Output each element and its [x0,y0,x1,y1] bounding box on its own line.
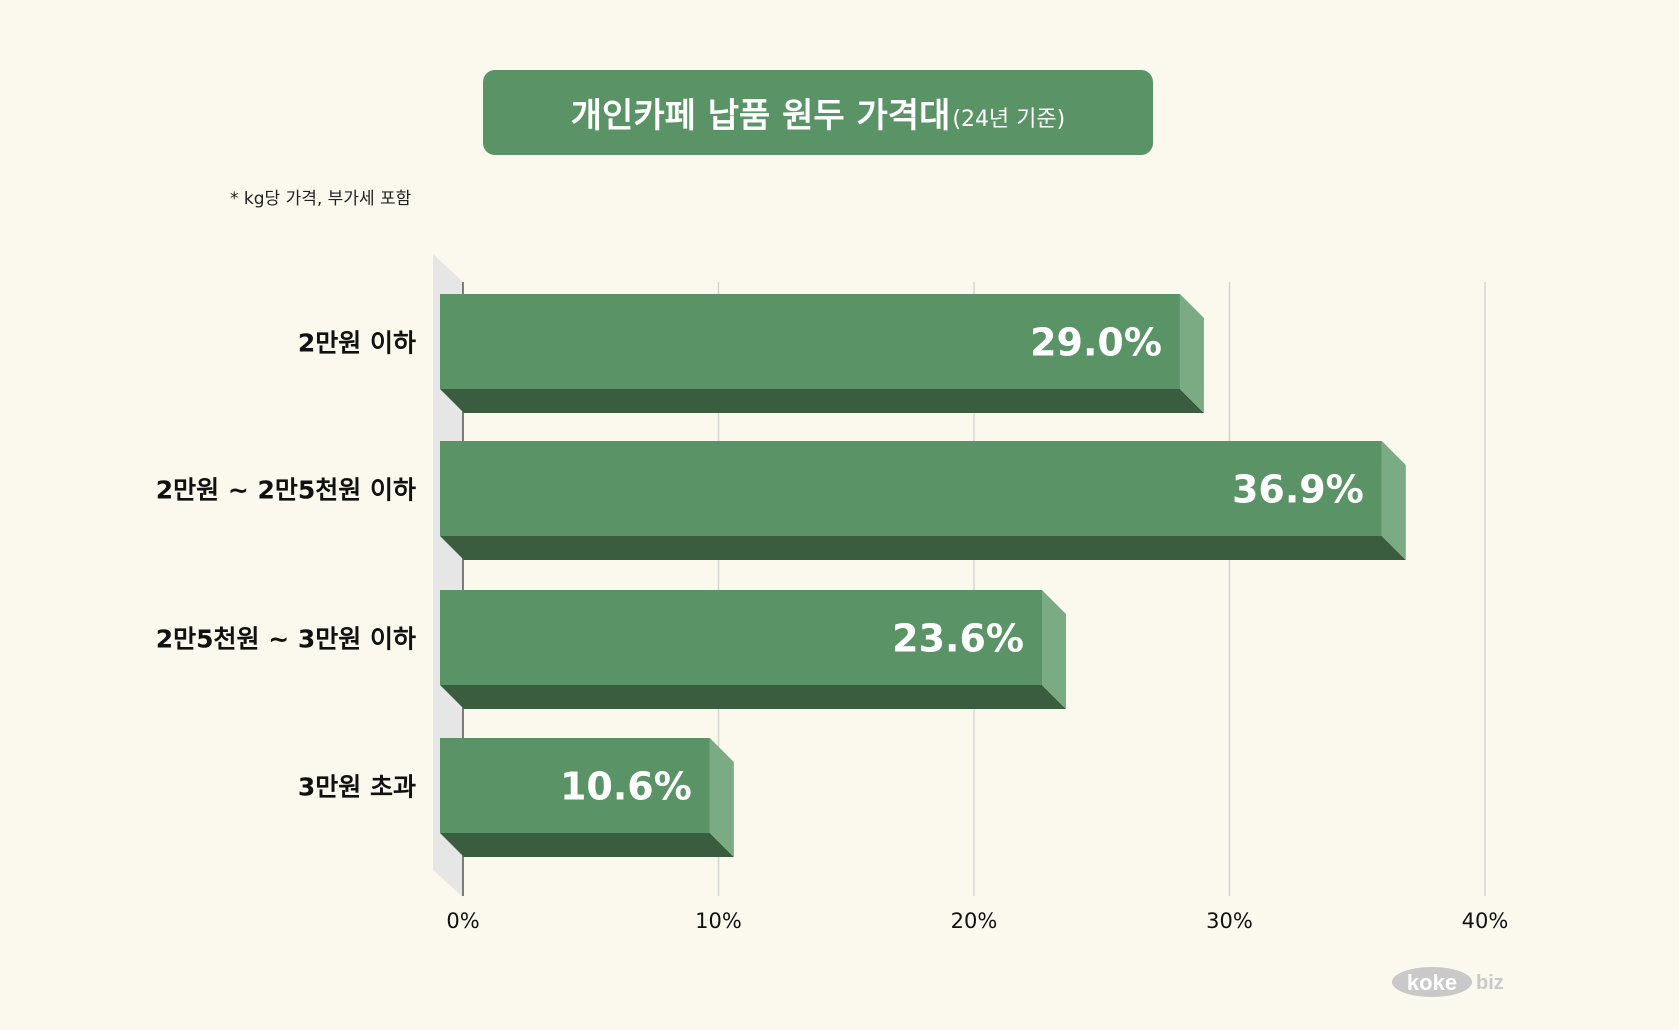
bar-side-face [1179,294,1204,413]
chart-note: * kg당 가격, 부가세 포함 [230,189,412,209]
x-tick-label: 0% [446,909,479,933]
bar-side-face [709,738,734,857]
bar-value-label: 10.6% [560,765,692,809]
chart-title-main: 개인카페 납품 원두 가격대 [570,96,951,136]
bar-bottom-face [440,833,734,857]
category-label: 2만원 이하 [298,329,416,358]
x-tick-label: 40% [1462,909,1509,933]
chart-title: 개인카페 납품 원두 가격대 (24년 기준) [483,70,1153,155]
logo-ellipse [1392,967,1472,997]
bar-value-label: 36.9% [1232,468,1364,512]
bar-side-face [1381,441,1406,560]
category-label: 3만원 초과 [298,773,416,802]
bar [440,441,1382,536]
x-tick-label: 10% [695,909,742,933]
bar-value-label: 29.0% [1030,321,1162,365]
bar-value-label: 23.6% [892,617,1024,661]
bar-bottom-face [440,536,1406,560]
koke-biz-logo: koke biz [1392,967,1504,997]
logo-text-biz: biz [1476,972,1504,994]
chart-title-sub: (24년 기준) [952,106,1066,132]
bar [440,294,1180,389]
bar-side-face [1041,590,1066,709]
category-label: 2만원 ~ 2만5천원 이하 [156,476,416,505]
x-tick-label: 20% [951,909,998,933]
bar [440,590,1042,685]
bar-bottom-face [440,685,1066,709]
bar [440,738,710,833]
x-tick-label: 30% [1206,909,1253,933]
logo-text-koke: koke [1407,970,1457,995]
category-label: 2만5천원 ~ 3만원 이하 [156,625,416,654]
chart-wall [433,254,463,897]
bar-bottom-face [440,389,1204,413]
